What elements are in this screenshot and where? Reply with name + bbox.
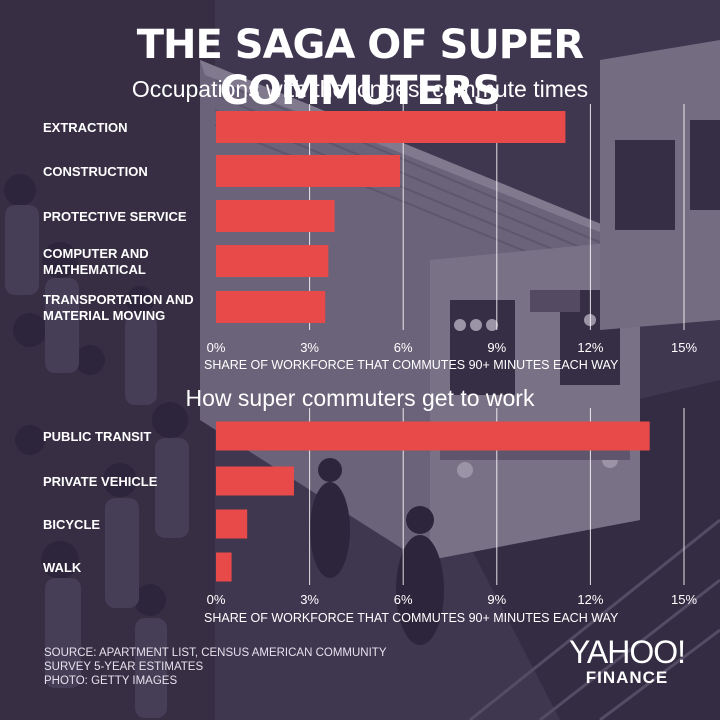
category-label: WALK bbox=[43, 560, 82, 575]
chart-1-title: Occupations with the longest commute tim… bbox=[131, 76, 589, 102]
category-label: PUBLIC TRANSIT bbox=[43, 429, 151, 444]
category-label: EXTRACTION bbox=[43, 120, 128, 135]
category-label: MATHEMATICAL bbox=[43, 262, 146, 277]
source-note: SOURCE: APARTMENT LIST, CENSUS AMERICAN … bbox=[44, 646, 387, 688]
source-line-2: SURVEY 5-YEAR ESTIMATES bbox=[44, 661, 204, 673]
chart-2-title: How super commuters get to work bbox=[185, 385, 535, 411]
tick-label: 12% bbox=[577, 592, 603, 607]
bar bbox=[216, 466, 294, 496]
brand-logo: YAHOO! FINANCE bbox=[562, 636, 692, 688]
finance-wordmark: FINANCE bbox=[585, 668, 669, 687]
chart-1: 0% 3% 6% 9% 12% 15% EXTRACTION CONSTRUCTION PROT… bbox=[43, 104, 697, 372]
tick-label: 0% bbox=[207, 592, 226, 607]
bar bbox=[216, 509, 248, 539]
category-label: COMPUTER AND bbox=[43, 246, 149, 261]
category-label: BICYCLE bbox=[43, 517, 100, 532]
tick-label: 6% bbox=[394, 340, 413, 355]
tick-label: 9% bbox=[487, 340, 506, 355]
bar bbox=[216, 245, 329, 277]
chart-2: 0% 3% 6% 9% 12% 15% PUBLIC TRANSIT PRIVATE VEHI… bbox=[43, 408, 697, 625]
tick-label: 6% bbox=[394, 592, 413, 607]
category-label: MATERIAL MOVING bbox=[43, 308, 165, 323]
bar bbox=[216, 200, 335, 232]
tick-label: 15% bbox=[671, 340, 697, 355]
tick-label: 0% bbox=[207, 340, 226, 355]
yahoo-wordmark: YAHOO! bbox=[568, 634, 686, 670]
category-label: TRANSPORTATION AND bbox=[43, 292, 194, 307]
source-line-1: SOURCE: APARTMENT LIST, CENSUS AMERICAN … bbox=[44, 647, 387, 659]
category-label: CONSTRUCTION bbox=[43, 164, 148, 179]
tick-label: 3% bbox=[300, 340, 319, 355]
bar bbox=[216, 291, 326, 323]
tick-label: 3% bbox=[300, 592, 319, 607]
photo-credit: PHOTO: GETTY IMAGES bbox=[44, 675, 178, 687]
x-axis-title: SHARE OF WORKFORCE THAT COMMUTES 90+ MIN… bbox=[204, 611, 619, 625]
category-label: PROTECTIVE SERVICE bbox=[43, 209, 187, 224]
page-title: THE SAGA OF SUPER COMMUTERS bbox=[136, 22, 584, 114]
bar bbox=[216, 155, 401, 187]
tick-label: 15% bbox=[671, 592, 697, 607]
x-axis-title: SHARE OF WORKFORCE THAT COMMUTES 90+ MIN… bbox=[204, 358, 619, 372]
bar bbox=[216, 111, 566, 143]
bar bbox=[216, 421, 650, 451]
tick-label: 9% bbox=[487, 592, 506, 607]
tick-label: 12% bbox=[577, 340, 603, 355]
category-label: PRIVATE VEHICLE bbox=[43, 474, 158, 489]
bar bbox=[216, 552, 232, 582]
